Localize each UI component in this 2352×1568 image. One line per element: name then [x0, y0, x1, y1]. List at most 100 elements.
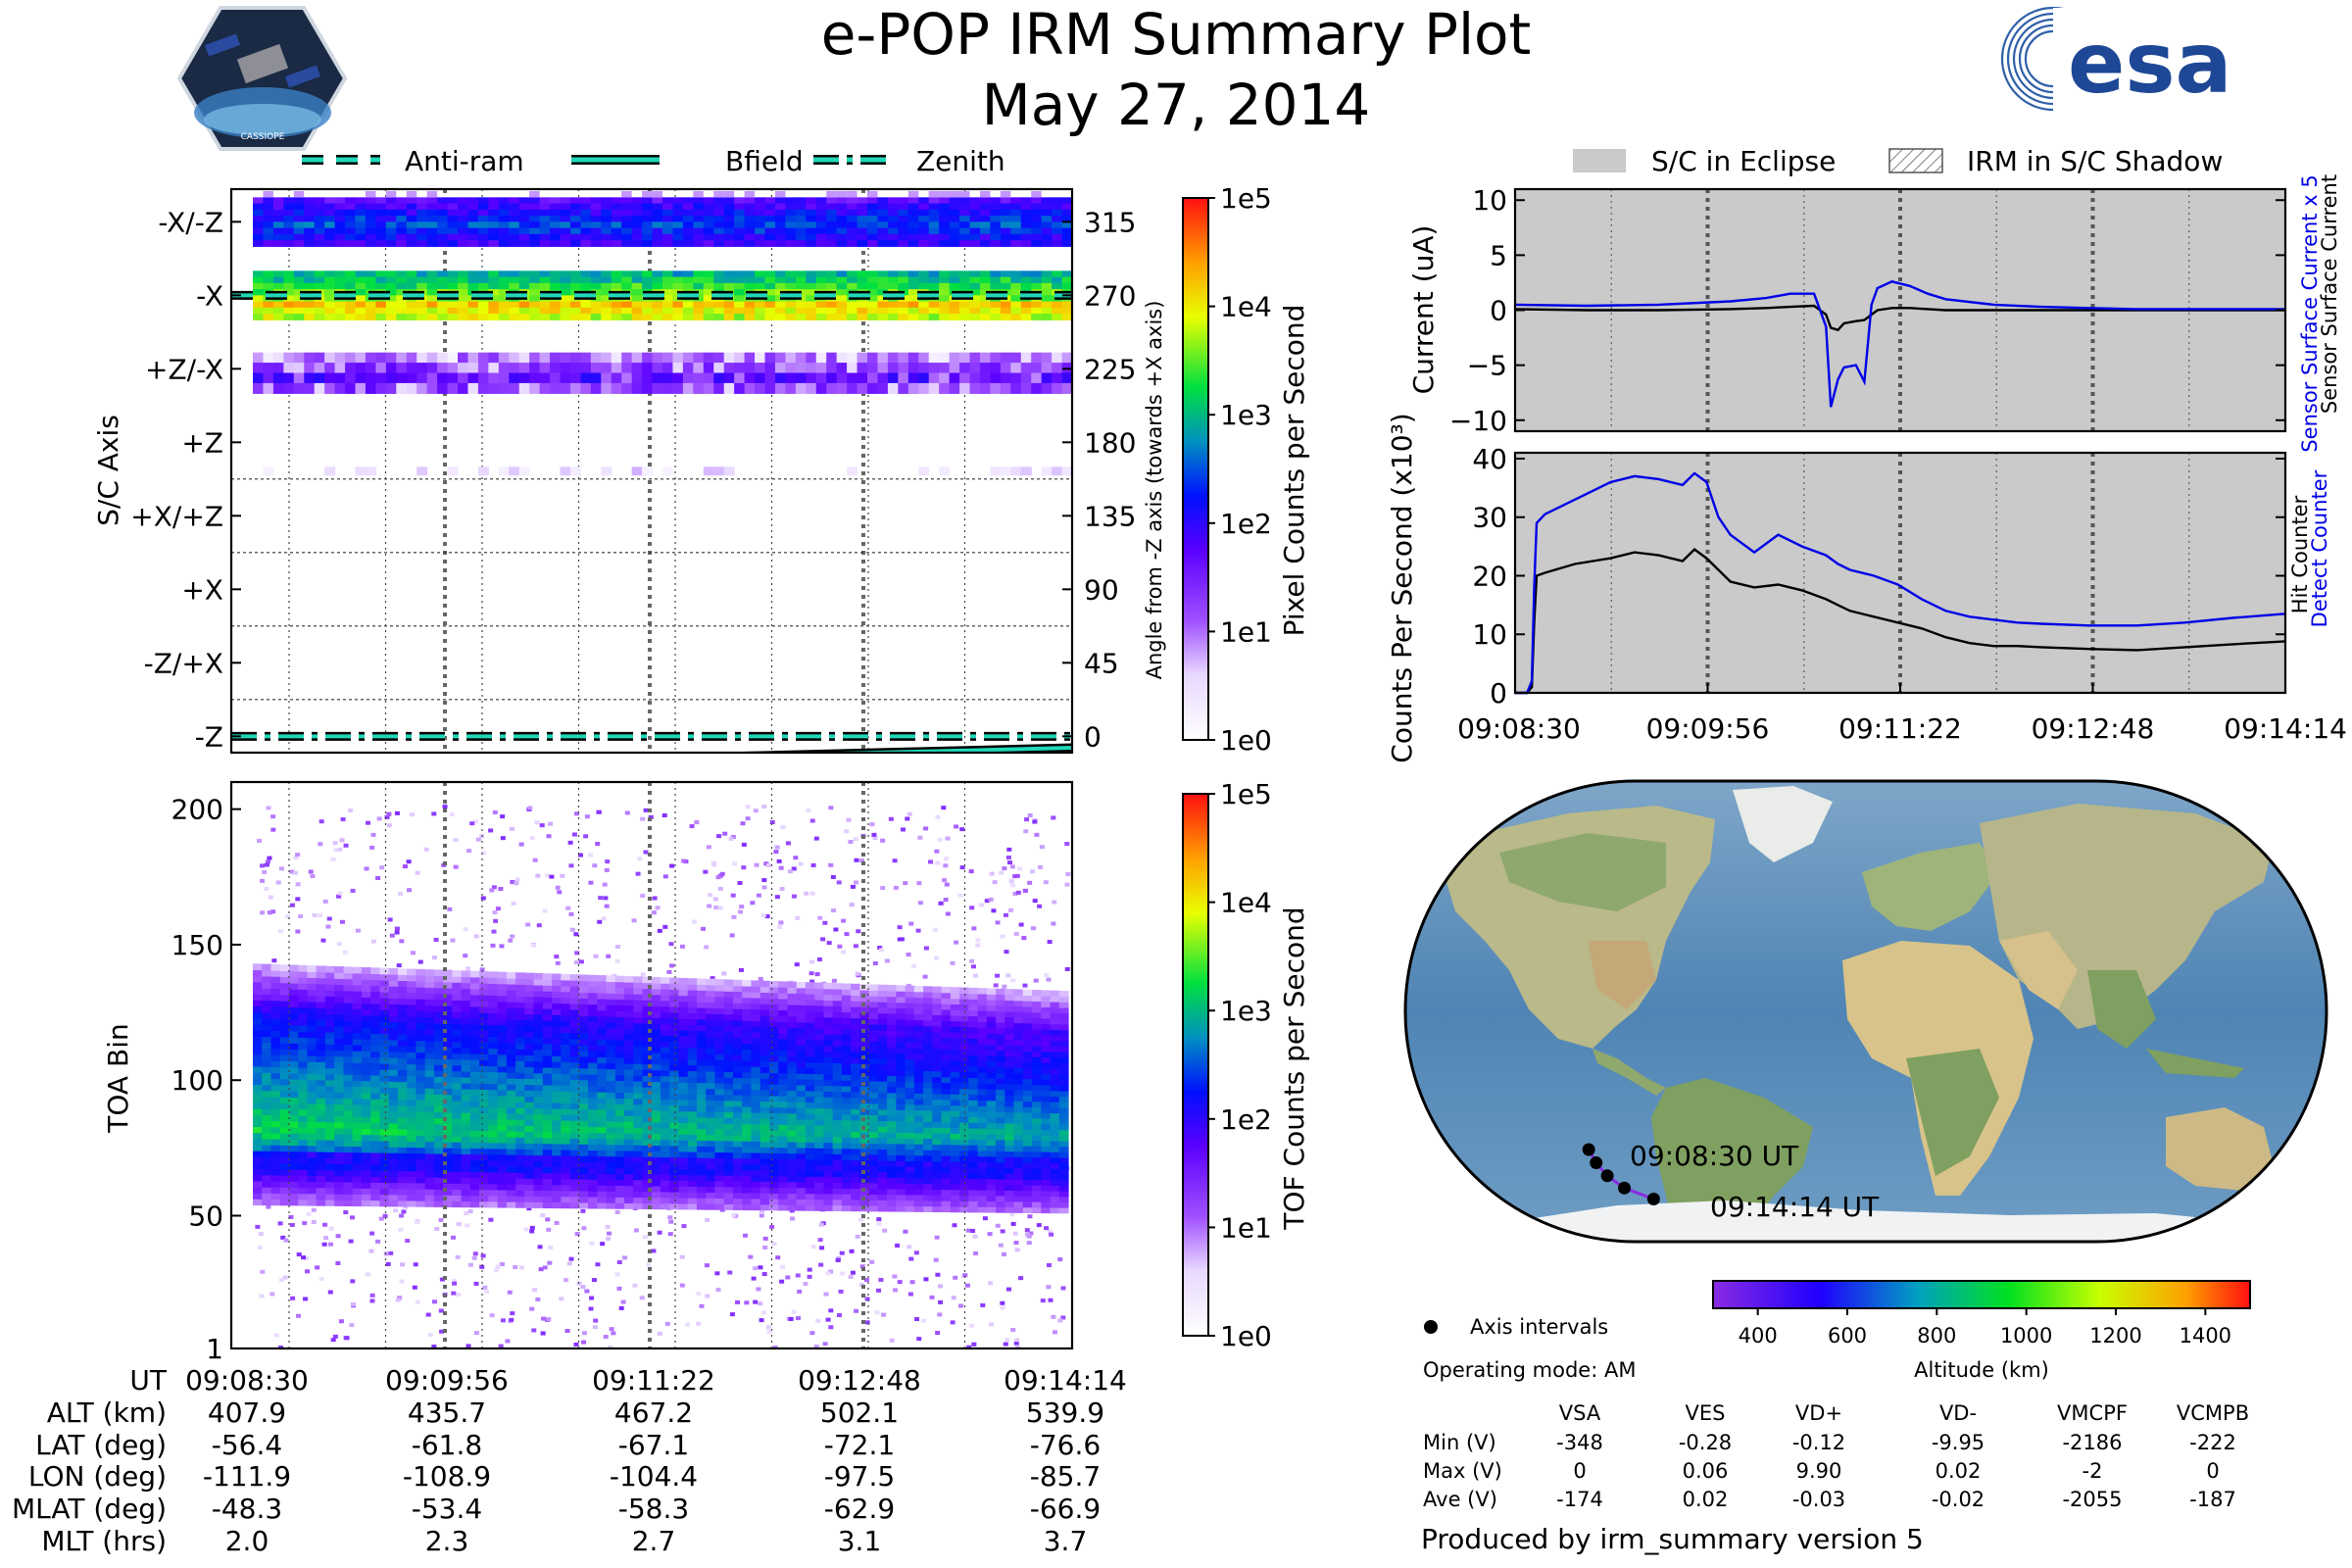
tof-noise-cell: [608, 1345, 613, 1348]
tof-noise-cell: [270, 1292, 275, 1297]
tof-cell: [469, 1171, 480, 1179]
tof-cell: [569, 1172, 580, 1180]
tof-noise-cell: [534, 820, 540, 825]
tof-cell: [416, 1105, 426, 1112]
pixel-cell: [959, 282, 971, 290]
tof-noise-cell: [893, 885, 899, 890]
tof-cell: [352, 1109, 363, 1117]
tof-noise-cell: [325, 924, 331, 929]
tof-cell: [597, 998, 608, 1005]
tof-cell: [352, 966, 363, 974]
tof-noise-cell: [1003, 912, 1008, 917]
pixel-cell: [396, 209, 408, 217]
pixel-cell: [1041, 270, 1053, 278]
tof-cell: [452, 976, 463, 983]
tof-cell: [433, 1100, 444, 1107]
tof-cell: [279, 1049, 290, 1055]
tof-noise-cell: [929, 1295, 935, 1299]
pixel-cell: [979, 314, 991, 320]
tof-cell: [270, 1126, 281, 1134]
tof-cell: [279, 1072, 290, 1080]
pixel-cell: [744, 221, 756, 229]
pixel-cell: [1010, 314, 1022, 320]
tof-noise-cell: [514, 881, 519, 886]
tof-cell: [379, 1104, 390, 1112]
tof-cell: [479, 1095, 489, 1102]
tof-cell: [669, 1202, 680, 1210]
tof-cell: [479, 1083, 489, 1091]
tof-cell: [542, 1137, 553, 1145]
pixel-cell: [426, 240, 438, 247]
tof-cell: [452, 1000, 463, 1006]
tof-cell: [352, 1032, 363, 1040]
tof-noise-cell: [880, 838, 886, 843]
tof-cell: [343, 966, 354, 974]
tof-cell: [397, 1147, 408, 1153]
pixel-cell: [406, 209, 417, 217]
tof-cell: [469, 1195, 480, 1202]
pixel-cell: [826, 197, 838, 205]
pixel-cell: [569, 382, 581, 394]
tof-noise-cell: [415, 1219, 420, 1224]
tof-noise-cell: [809, 818, 815, 823]
pixel-cell: [672, 270, 684, 278]
pixel-cell: [509, 372, 520, 384]
pixel-cell: [672, 227, 684, 235]
pixel-cell: [1010, 276, 1022, 284]
tof-cell: [506, 1102, 516, 1108]
tof-cell: [569, 1073, 580, 1081]
tof-cell: [488, 1001, 499, 1008]
pixel-cell: [642, 240, 654, 247]
pixel-cell: [529, 191, 540, 198]
tof-noise-cell: [1000, 1305, 1005, 1310]
pixel-cell: [560, 295, 571, 303]
pixel-cell: [1020, 301, 1032, 309]
tof-cell: [397, 1135, 408, 1142]
tof-cell: [597, 1202, 608, 1209]
tof-cell: [279, 1145, 290, 1152]
pixel-cell: [990, 209, 1002, 217]
tof-noise-cell: [1013, 931, 1019, 936]
tof-noise-cell: [988, 1322, 994, 1327]
pixel-cell: [1010, 372, 1022, 384]
tof-cell: [407, 1099, 416, 1106]
tof-cell: [253, 1090, 263, 1098]
pixel-cell: [355, 270, 367, 278]
tof-noise-cell: [753, 808, 759, 813]
pixel-cell: [580, 307, 592, 315]
pixel-cell: [437, 216, 449, 222]
tof-noise-cell: [379, 865, 385, 870]
tof-cell: [452, 1148, 463, 1154]
tof-cell: [316, 1175, 326, 1183]
tof-noise-cell: [526, 1206, 532, 1211]
pixel-cell: [355, 216, 367, 222]
pixel-cell: [887, 372, 899, 384]
pixel-cell: [672, 282, 684, 290]
pixel-cell: [990, 382, 1002, 394]
tof-cell: [506, 1149, 516, 1155]
tof-cell: [533, 1113, 544, 1121]
pixel-cell: [939, 276, 951, 284]
pixel-cell: [764, 363, 776, 374]
tof-cell: [361, 1051, 371, 1057]
tof-cell: [569, 1196, 580, 1203]
tof-cell: [479, 1101, 489, 1108]
tof-cell: [597, 1004, 608, 1011]
pixel-cell: [1061, 233, 1072, 241]
tof-noise-cell: [707, 904, 712, 908]
tof-noise-cell: [943, 898, 949, 903]
pixel-cell: [918, 372, 930, 384]
tof-cell: [506, 1201, 516, 1208]
tof-cell: [307, 1151, 318, 1158]
tof-cell: [651, 1046, 662, 1054]
tof-noise-cell: [452, 1278, 458, 1283]
tof-cell: [334, 1115, 345, 1123]
pixel-cell: [949, 301, 960, 309]
tof-cell: [424, 1094, 435, 1101]
tof-cell: [352, 984, 363, 992]
pixel-cell: [907, 209, 919, 217]
tof-cell: [279, 1175, 290, 1182]
tof-cell: [479, 1200, 489, 1208]
tof-noise-cell: [850, 1270, 856, 1275]
